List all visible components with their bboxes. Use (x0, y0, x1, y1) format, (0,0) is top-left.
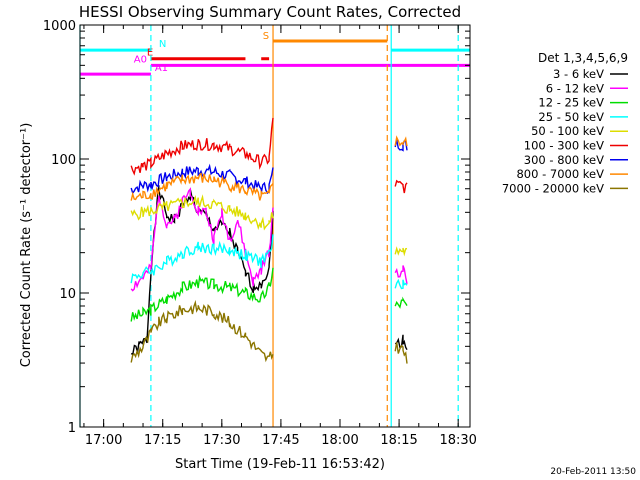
series-lines (130, 117, 408, 364)
legend-label-0: 3 - 6 keV (553, 67, 604, 81)
flag-label-n: N (159, 39, 166, 50)
x-tick-label-2: 17:30 (203, 433, 240, 448)
timestamp: 20-Feb-2011 13:50 (550, 467, 636, 477)
x-tick-label-4: 18:00 (321, 433, 358, 448)
y-tick-label-1: 10 (59, 287, 76, 302)
series-line-1-seg-1 (394, 265, 408, 285)
y-tick-label-3: 1000 (43, 19, 76, 34)
y-axis-ticks: 1 10 100 1000 (43, 19, 470, 436)
y-axis-label: Corrected Count Rate (s⁻¹ detector⁻¹) (19, 123, 34, 368)
legend-header: Det 1,3,4,5,6,9 (538, 51, 628, 65)
chart-title: HESSI Observing Summary Count Rates, Cor… (79, 3, 461, 21)
legend-label-2: 12 - 25 keV (538, 96, 604, 110)
y-tick-label-0: 1 (68, 421, 76, 436)
x-tick-label-1: 17:15 (144, 433, 181, 448)
legend-label-1: 6 - 12 keV (546, 81, 604, 95)
x-tick-label-3: 17:45 (262, 433, 299, 448)
legend-label-8: 7000 - 20000 keV (502, 181, 604, 195)
x-tick-label-5: 18:15 (380, 433, 417, 448)
x-tick-label-6: 18:30 (439, 433, 476, 448)
legend-label-4: 50 - 100 keV (531, 124, 604, 138)
series-line-4-seg-0 (130, 194, 274, 231)
flag-label-e: E (147, 48, 153, 59)
series-line-7-seg-0 (130, 172, 274, 201)
y-tick-label-2: 100 (51, 153, 76, 168)
plot-frame (79, 24, 471, 428)
series-line-7-seg-1 (394, 135, 408, 147)
series-line-8-seg-1 (394, 342, 408, 364)
series-line-0-seg-1 (394, 334, 408, 351)
flag-label-s: S (263, 31, 269, 42)
legend-label-7: 800 - 7000 keV (516, 167, 604, 181)
series-line-1-seg-0 (130, 187, 274, 292)
flag-label-a1: A1 (155, 63, 168, 74)
series-line-5-seg-1 (394, 179, 408, 194)
series-line-4-seg-1 (394, 246, 408, 257)
series-line-5-seg-0 (130, 117, 274, 176)
series-line-6-seg-1 (394, 139, 408, 152)
marker-vlines (79, 25, 459, 427)
series-line-2-seg-0 (130, 267, 274, 322)
x-axis-label: Start Time (19-Feb-11 16:53:42) (175, 457, 385, 472)
legend-label-3: 25 - 50 keV (538, 110, 604, 124)
flag-label-a0: A0 (134, 54, 147, 65)
legend-label-6: 300 - 800 keV (524, 153, 604, 167)
series-line-3-seg-1 (394, 278, 408, 290)
series-line-3-seg-0 (130, 234, 274, 284)
series-line-6-seg-0 (130, 163, 274, 195)
flag-bars: N S EA0 A1 (80, 31, 470, 76)
series-line-2-seg-1 (394, 296, 408, 309)
series-line-8-seg-0 (130, 299, 274, 363)
legend-label-5: 100 - 300 keV (524, 139, 604, 153)
x-tick-label-0: 17:00 (85, 433, 122, 448)
x-axis-ticks: 17:00 17:15 17:30 17:45 18:00 18:15 18:30 (83, 25, 477, 448)
